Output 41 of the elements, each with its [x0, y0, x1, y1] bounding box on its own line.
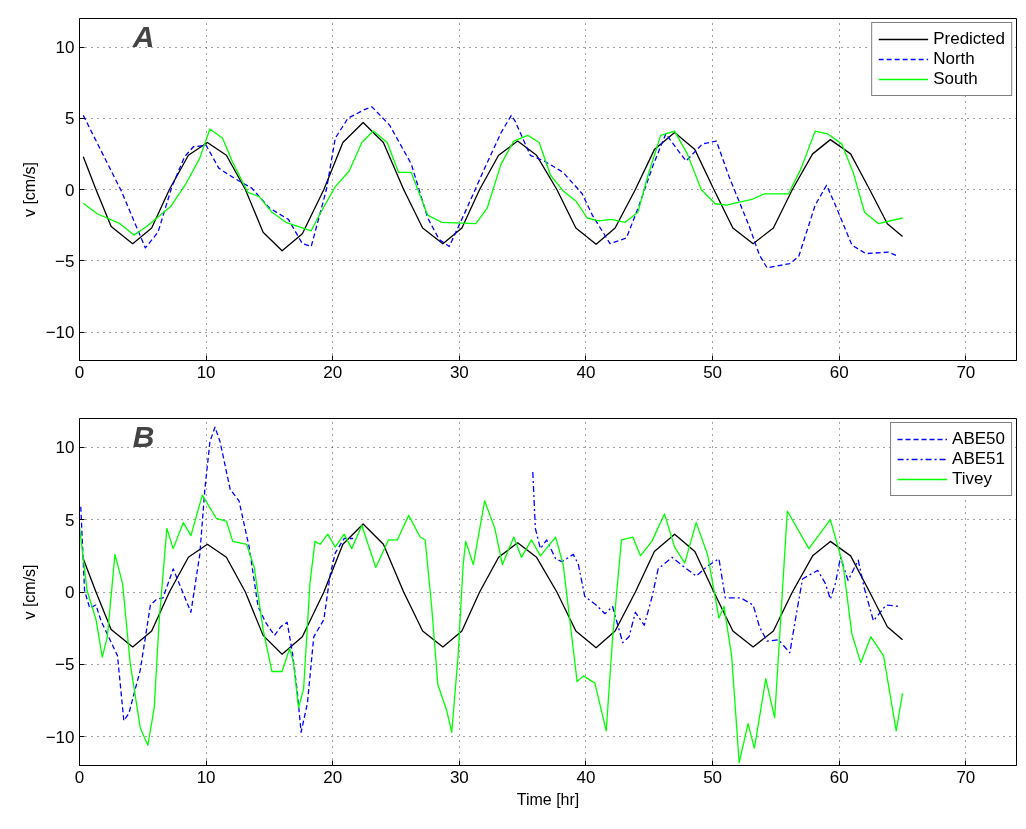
line-series — [82, 128, 904, 236]
line-series — [532, 471, 901, 654]
annotation: B — [132, 419, 155, 453]
y-tick-label: 5 — [65, 109, 75, 129]
y-tick-label: 0 — [65, 583, 75, 602]
legend-label: Tivey — [952, 469, 993, 489]
legend-label: ABE51 — [952, 449, 1005, 469]
legend-label: Predicted — [933, 29, 1005, 49]
x-tick-label: 50 — [703, 767, 723, 787]
y-tick-label: 10 — [55, 38, 75, 57]
x-axis-title: Time [hr] — [516, 790, 580, 808]
x-tick-label: 60 — [829, 767, 849, 787]
x-tick-label: 70 — [956, 362, 976, 382]
legend-label: North — [933, 49, 975, 69]
x-tick-label: 40 — [576, 767, 596, 787]
y-tick-label: 10 — [55, 438, 75, 458]
x-tick-label: 10 — [196, 362, 216, 382]
y-tick-label: 0 — [65, 180, 75, 200]
line-series — [82, 523, 904, 655]
x-tick-label: 70 — [956, 767, 976, 787]
line-series — [80, 426, 354, 733]
x-tick-label: 50 — [703, 362, 723, 382]
line-series — [82, 121, 904, 252]
y-tick-label: −10 — [45, 727, 75, 747]
x-tick-label: 60 — [829, 362, 849, 382]
y-axis-title: v [cm/s] — [20, 161, 38, 218]
legend-label: South — [933, 69, 978, 89]
legend-label: ABE50 — [952, 429, 1005, 449]
line-series — [79, 494, 904, 764]
y-tick-label: −10 — [45, 323, 75, 342]
x-tick-label: 20 — [323, 767, 343, 787]
y-tick-label: −5 — [55, 251, 75, 271]
x-tick-label: 20 — [323, 362, 343, 382]
x-tick-label: 40 — [576, 362, 596, 382]
y-tick-label: 5 — [65, 510, 75, 530]
x-tick-label: 30 — [449, 767, 469, 787]
y-tick-label: −5 — [55, 655, 75, 675]
x-tick-label: 10 — [196, 767, 216, 787]
x-tick-label: 30 — [449, 362, 469, 382]
y-axis-title: v [cm/s] — [20, 564, 38, 620]
annotation: A — [131, 19, 155, 53]
